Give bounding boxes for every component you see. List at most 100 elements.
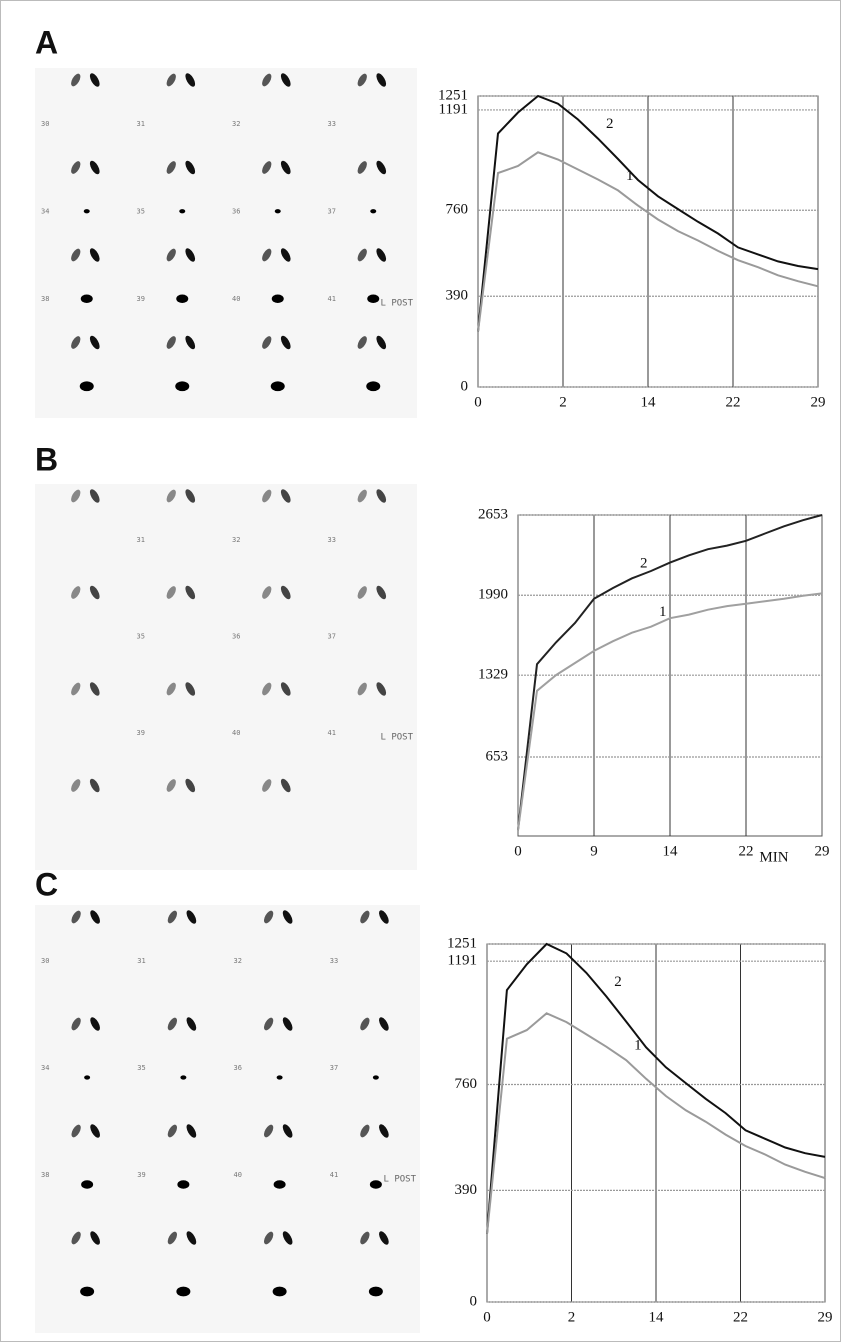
curve-label: 2 — [640, 556, 648, 572]
kidney — [379, 910, 389, 924]
kidney — [71, 682, 81, 696]
frame-number: 30 — [41, 957, 49, 965]
bladder — [273, 1180, 286, 1189]
frame-number: 31 — [137, 536, 145, 544]
kidney — [263, 1017, 274, 1031]
kidney — [185, 778, 196, 793]
kidney — [71, 779, 81, 792]
scan-background — [35, 905, 420, 1333]
bladder — [274, 209, 281, 214]
frame-number: 32 — [234, 957, 242, 965]
frame-number: 33 — [328, 120, 336, 128]
kidney — [379, 1017, 389, 1031]
bladder — [81, 1180, 94, 1189]
x-tick-label: 14 — [663, 843, 679, 859]
panel-label: A — [35, 24, 58, 60]
kidney — [166, 586, 176, 599]
x-tick-label: 9 — [590, 843, 598, 859]
kidney — [166, 779, 176, 792]
kidney — [166, 682, 176, 696]
kidney — [71, 1124, 81, 1138]
frame-number: 32 — [232, 536, 240, 544]
bladder — [83, 209, 90, 214]
kidney — [262, 161, 272, 174]
x-tick-label: 29 — [815, 843, 830, 859]
x-tick-label: 0 — [514, 843, 522, 859]
bladder — [367, 294, 380, 303]
kidney — [376, 248, 387, 262]
curve — [486, 1012, 826, 1235]
curve — [477, 94, 819, 332]
y-tick-label: 390 — [446, 288, 469, 304]
kidney — [360, 1017, 370, 1031]
kidney — [167, 1231, 178, 1245]
bladder — [80, 1286, 95, 1297]
y-tick-label: 390 — [455, 1182, 478, 1198]
x-tick-label: 2 — [559, 394, 567, 410]
curve-label: 1 — [659, 604, 667, 620]
kidney — [185, 585, 196, 600]
kidney — [376, 489, 387, 503]
frame-number: 31 — [137, 120, 145, 128]
kidney — [90, 1017, 100, 1031]
x-tick-label: 2 — [568, 1309, 576, 1325]
bladder — [372, 1075, 379, 1080]
kidney — [186, 910, 197, 924]
kidney — [282, 910, 293, 924]
kidney — [71, 73, 81, 87]
frame-number: 34 — [41, 208, 49, 216]
kidney — [357, 682, 367, 696]
kidney — [185, 489, 196, 503]
kidney — [262, 682, 272, 696]
kidney — [280, 73, 291, 87]
kidney — [357, 248, 367, 262]
kidney — [185, 682, 196, 696]
kidney — [89, 489, 100, 503]
frame-number: 39 — [137, 729, 145, 737]
kidney — [262, 779, 272, 792]
bladder — [272, 1286, 287, 1297]
kidney — [379, 1231, 389, 1245]
x-tick-label: 22 — [739, 843, 754, 859]
frame-number: 39 — [137, 1171, 145, 1179]
curve-label: 2 — [614, 974, 622, 990]
x-tick-label: 22 — [733, 1309, 748, 1325]
kidney — [90, 1231, 100, 1245]
panel-label: B — [35, 441, 58, 477]
curve — [477, 151, 819, 332]
frame-number: 34 — [41, 1064, 49, 1072]
kidney — [360, 1231, 370, 1245]
curve-label: 1 — [634, 1038, 642, 1054]
kidney — [166, 336, 176, 349]
kidney — [376, 682, 387, 696]
kidney — [357, 73, 367, 87]
kidney — [357, 336, 367, 349]
frame-number: 33 — [328, 536, 336, 544]
kidney — [280, 160, 291, 175]
kidney — [89, 585, 100, 600]
bladder — [175, 381, 190, 392]
frame-number: 37 — [330, 1064, 338, 1072]
kidney — [166, 489, 176, 503]
frame-number: 36 — [232, 208, 240, 216]
frame-number: 30 — [41, 120, 49, 128]
kidney — [71, 161, 81, 174]
curve-label: 1 — [626, 168, 634, 184]
panel-label: C — [35, 866, 58, 902]
kidney — [71, 910, 81, 924]
kidney — [71, 489, 81, 503]
kidney — [89, 160, 100, 175]
kidney — [166, 248, 176, 262]
kidney — [71, 1017, 81, 1031]
bladder — [177, 1180, 190, 1189]
kidney — [263, 910, 274, 924]
kidney — [89, 335, 100, 350]
y-tick-label: 1191 — [439, 101, 468, 117]
y-tick-label: 0 — [470, 1293, 478, 1309]
kidney — [263, 1124, 274, 1138]
kidney — [71, 1231, 81, 1245]
kidney — [167, 1017, 178, 1031]
kidney — [280, 248, 291, 262]
y-tick-label: 1251 — [447, 935, 477, 951]
